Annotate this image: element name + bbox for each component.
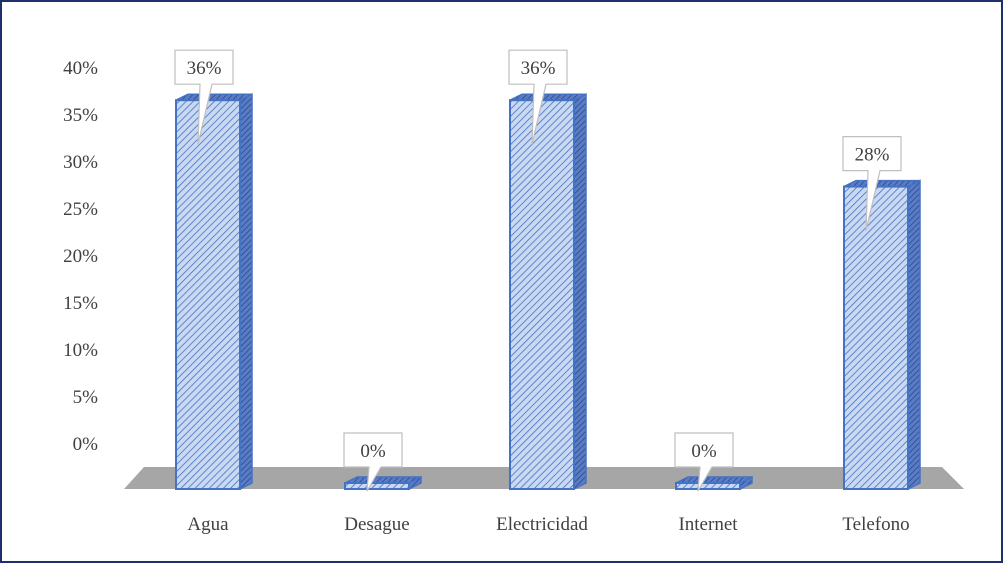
data-label-internet: 0% <box>674 432 734 492</box>
y-tick-label: 0% <box>73 434 99 455</box>
bar-side <box>573 92 587 491</box>
x-category-label: Agua <box>187 514 229 535</box>
bar-telefono <box>843 179 921 491</box>
bar-front <box>843 185 909 490</box>
data-label-callout <box>674 432 734 492</box>
data-label-callout <box>174 49 234 145</box>
data-label-callout <box>842 136 902 231</box>
data-label-text: 36% <box>521 58 556 79</box>
y-tick-label: 10% <box>63 340 98 361</box>
y-tick-label: 30% <box>63 152 98 173</box>
data-label-text: 0% <box>691 441 717 462</box>
y-tick-label: 15% <box>63 293 98 314</box>
x-category-label: Telefono <box>842 514 909 535</box>
bar-electricidad <box>509 92 587 491</box>
data-label-text: 28% <box>855 145 890 166</box>
data-label-text: 0% <box>360 441 386 462</box>
data-label-callout <box>508 49 568 145</box>
data-label-agua: 36% <box>174 49 234 145</box>
bar-front <box>344 482 410 490</box>
data-label-desague: 0% <box>343 432 403 492</box>
y-tick-label: 35% <box>63 105 98 126</box>
bar-side <box>239 92 253 491</box>
y-tick-label: 40% <box>63 58 98 79</box>
x-category-label: Internet <box>678 514 738 535</box>
y-tick-label: 5% <box>73 387 99 408</box>
x-category-label: Desague <box>344 514 409 535</box>
data-label-text: 36% <box>187 58 222 79</box>
bar-front <box>509 99 575 490</box>
y-tick-label: 20% <box>63 246 98 267</box>
bar-side <box>907 179 921 491</box>
bar-desague <box>344 475 422 491</box>
bar-front <box>175 99 241 490</box>
data-label-electricidad: 36% <box>508 49 568 145</box>
y-tick-label: 25% <box>63 199 98 220</box>
data-label-telefono: 28% <box>842 136 902 231</box>
data-label-callout <box>343 432 403 492</box>
bar-front <box>675 482 741 490</box>
bar-agua <box>175 92 253 491</box>
bar-internet <box>675 475 753 491</box>
x-category-label: Electricidad <box>496 514 588 535</box>
